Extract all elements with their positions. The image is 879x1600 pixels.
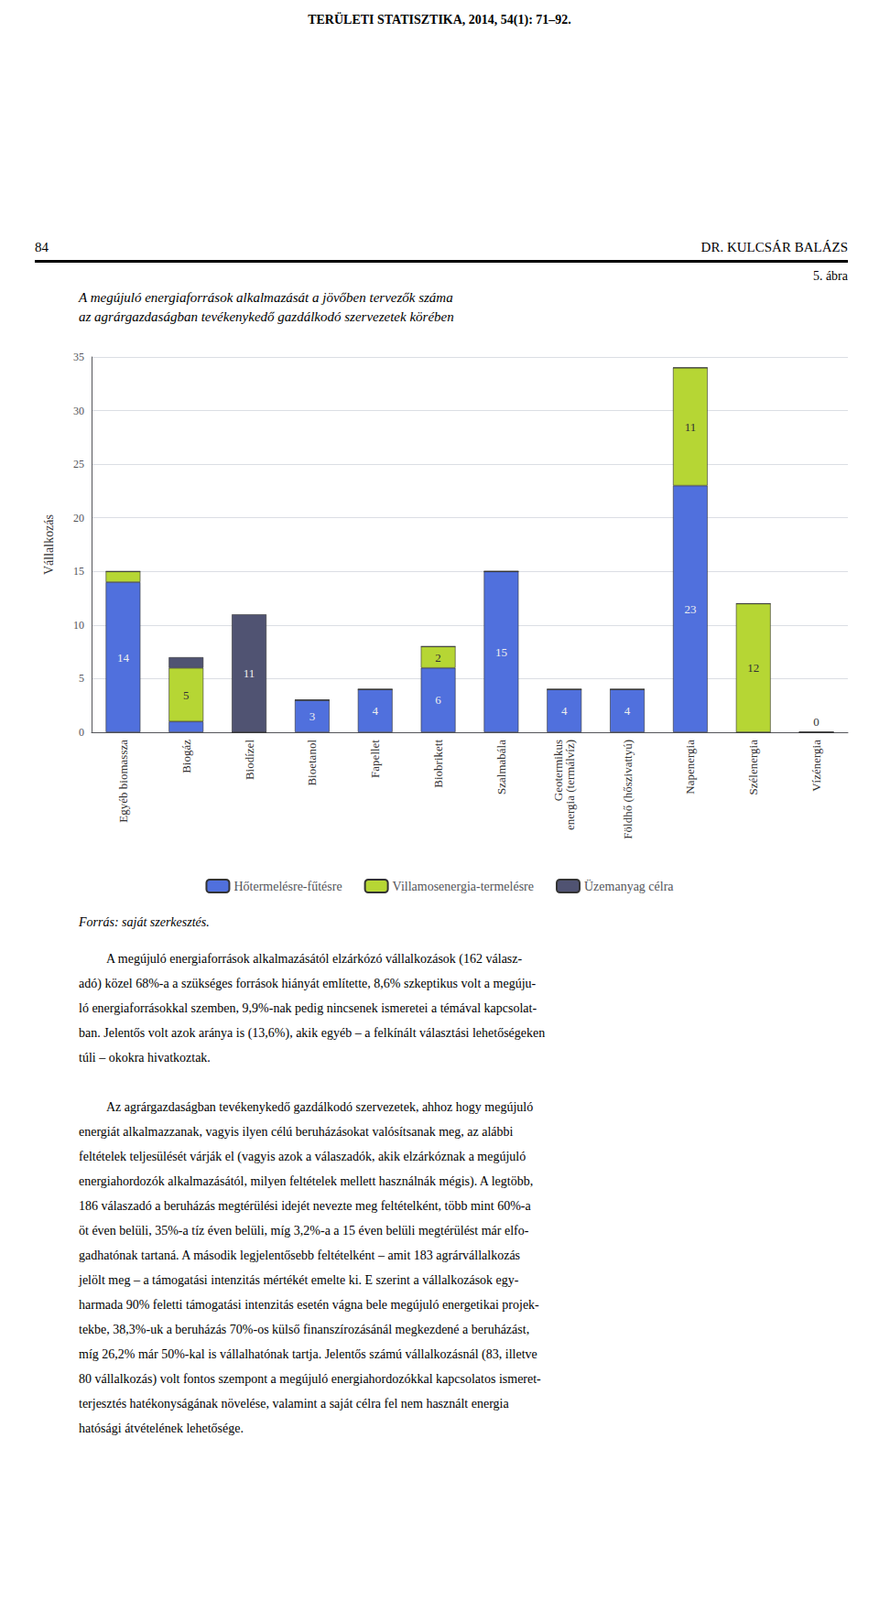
svg-text:2: 2 (434, 651, 442, 665)
svg-text:Vízénergia: Vízénergia (809, 739, 824, 793)
svg-text:4: 4 (372, 704, 380, 718)
svg-text:Szalmabála: Szalmabála (494, 739, 509, 795)
svg-text:11: 11 (243, 666, 256, 681)
svg-text:A megújuló energiaforrások alk: A megújuló energiaforrások alkalmazásátó… (106, 952, 523, 967)
svg-text:4: 4 (624, 704, 631, 718)
svg-text:Hőtermelésre-fűtésre: Hőtermelésre-fűtésre (233, 879, 342, 894)
svg-text:Biobrikett: Biobrikett (431, 739, 445, 789)
svg-text:6: 6 (434, 693, 442, 707)
svg-text:TERÜLETI STATISZTIKA, 2014, 54: TERÜLETI STATISZTIKA, 2014, 54(1): 71–92… (307, 11, 572, 28)
svg-text:Földhő (hőszivattyú): Földhő (hőszivattyú) (620, 739, 635, 840)
svg-text:14: 14 (117, 651, 131, 665)
svg-text:energiahordozók alkalmazásától: energiahordozók alkalmazásától, milyen f… (78, 1174, 533, 1190)
svg-text:15: 15 (495, 645, 508, 660)
svg-text:23: 23 (683, 602, 696, 617)
svg-text:harmada 90% feletti támogatási: harmada 90% feletti támogatási intenzitá… (78, 1298, 540, 1313)
svg-text:tekbe, 38,3%-uk a beruházás 70: tekbe, 38,3%-uk a beruházás 70%-os külső… (78, 1323, 530, 1337)
svg-text:ló energiaforrásokkal szemben,: ló energiaforrásokkal szemben, 9,9%-nak … (78, 1001, 537, 1016)
svg-text:túli – okokra hivatkoztak.: túli – okokra hivatkoztak. (78, 1051, 211, 1065)
svg-text:15: 15 (73, 564, 85, 578)
svg-text:az agrárgazdaságban tevékenyke: az agrárgazdaságban tevékenykedő gazdálk… (78, 309, 455, 325)
svg-text:jelölt meg – a támogatási inte: jelölt meg – a támogatási intenzitás mér… (77, 1273, 520, 1288)
svg-text:10: 10 (73, 618, 85, 632)
svg-text:3: 3 (309, 709, 316, 724)
svg-text:Biogáz: Biogáz (179, 739, 194, 774)
svg-text:Geotermikus: Geotermikus (551, 739, 566, 802)
svg-text:öt éven belüli, 35%-a tíz éven: öt éven belüli, 35%-a tíz éven belüli, m… (78, 1224, 530, 1238)
svg-text:84: 84 (34, 239, 50, 255)
svg-text:Biodízel: Biodízel (242, 739, 257, 781)
svg-text:Fapellet: Fapellet (368, 739, 382, 779)
svg-text:DR. KULCSÁR BALÁZS: DR. KULCSÁR BALÁZS (701, 239, 848, 255)
svg-text:Forrás: saját szerkesztés.: Forrás: saját szerkesztés. (77, 915, 210, 930)
svg-text:Szélenergia: Szélenergia (746, 739, 760, 796)
svg-text:terjesztés hatékonyságának növ: terjesztés hatékonyságának növelése, val… (78, 1397, 510, 1411)
svg-text:Az agrárgazdaságban tevékenyke: Az agrárgazdaságban tevékenykedő gazdálk… (106, 1100, 533, 1115)
svg-text:energiát alkalmazzanak, vagyis: energiát alkalmazzanak, vagyis ilyen cél… (78, 1125, 513, 1140)
svg-text:míg 26,2% már 50%-kal is válla: míg 26,2% már 50%-kal is vállalhatónak t… (78, 1347, 538, 1363)
svg-text:0: 0 (78, 726, 85, 739)
svg-text:30: 30 (73, 404, 85, 418)
svg-text:A megújuló energiaforrások alk: A megújuló energiaforrások alkalmazását … (77, 290, 454, 305)
svg-text:adó) közel 68%-a a szükséges f: adó) közel 68%-a a szükséges források hi… (78, 976, 537, 992)
svg-text:Villamosenergia-termelésre: Villamosenergia-termelésre (392, 879, 534, 894)
svg-text:Egyéb biomassza: Egyéb biomassza (116, 739, 131, 824)
svg-text:feltételek teljesülését várják: feltételek teljesülését várják el (vagyi… (78, 1150, 526, 1165)
svg-text:5: 5 (183, 688, 190, 703)
svg-text:Vállalkozás: Vállalkozás (42, 514, 56, 576)
svg-text:12: 12 (747, 661, 760, 675)
svg-text:11: 11 (684, 420, 697, 435)
svg-text:ban. Jelentős volt azok aránya: ban. Jelentős volt azok aránya is (13,6%… (78, 1026, 545, 1042)
svg-text:5: 5 (78, 672, 85, 685)
svg-text:Üzemanyag célra: Üzemanyag célra (584, 879, 674, 894)
svg-text:energia (termálvíz): energia (termálvíz) (563, 739, 577, 831)
svg-text:0: 0 (813, 715, 820, 729)
svg-text:80 vállalkozás) volt fontos sz: 80 vállalkozás) volt fontos szempont a m… (78, 1372, 542, 1388)
svg-text:20: 20 (73, 511, 85, 525)
svg-text:Napenergia: Napenergia (683, 739, 697, 795)
svg-text:5. ábra: 5. ábra (813, 269, 849, 283)
svg-text:25: 25 (73, 457, 85, 471)
svg-text:35: 35 (73, 350, 85, 364)
svg-text:gadhatónak tartaná. A második: gadhatónak tartaná. A második legjelentő… (78, 1248, 521, 1263)
svg-text:4: 4 (561, 704, 568, 718)
svg-text:186 válaszadó a beruházás megt: 186 válaszadó a beruházás megtérülési id… (78, 1199, 532, 1214)
svg-text:hatósági átvételének lehetőség: hatósági átvételének lehetősége. (78, 1421, 244, 1436)
svg-text:Bioetanol: Bioetanol (304, 739, 319, 787)
